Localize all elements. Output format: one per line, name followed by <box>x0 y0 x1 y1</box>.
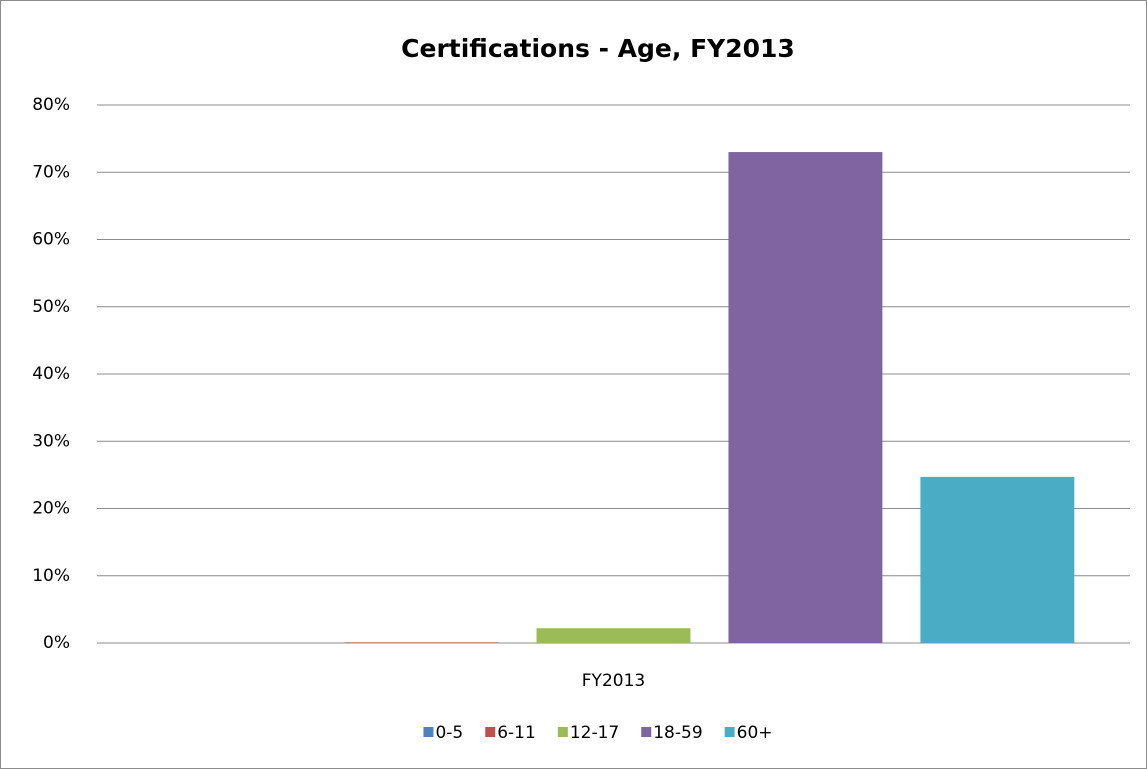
bar <box>344 642 499 643</box>
legend-swatch <box>485 727 496 737</box>
legend-swatch <box>724 727 735 737</box>
y-tick-label: 50% <box>32 297 70 317</box>
bar <box>536 628 691 643</box>
y-tick-label: 30% <box>32 431 70 451</box>
y-tick-label: 10% <box>32 566 70 586</box>
legend-label: 12-17 <box>570 723 619 743</box>
legend-label: 0-5 <box>435 723 463 743</box>
bar <box>728 152 883 643</box>
y-tick-label: 80% <box>32 95 70 115</box>
legend-label: 60+ <box>737 723 773 743</box>
chart-title: Certifications - Age, FY2013 <box>401 34 795 63</box>
y-tick-label: 70% <box>32 162 70 182</box>
y-tick-label: 20% <box>32 499 70 519</box>
legend-label: 6-11 <box>497 723 536 743</box>
bar <box>920 476 1075 643</box>
legend-label: 18-59 <box>653 723 702 743</box>
y-tick-label: 60% <box>32 230 70 250</box>
y-tick-label: 40% <box>32 364 70 384</box>
legend-swatch <box>423 727 434 737</box>
x-tick-label: FY2013 <box>582 671 645 691</box>
legend-swatch <box>557 727 568 737</box>
y-tick-label: 0% <box>43 633 70 653</box>
legend-swatch <box>641 727 652 737</box>
